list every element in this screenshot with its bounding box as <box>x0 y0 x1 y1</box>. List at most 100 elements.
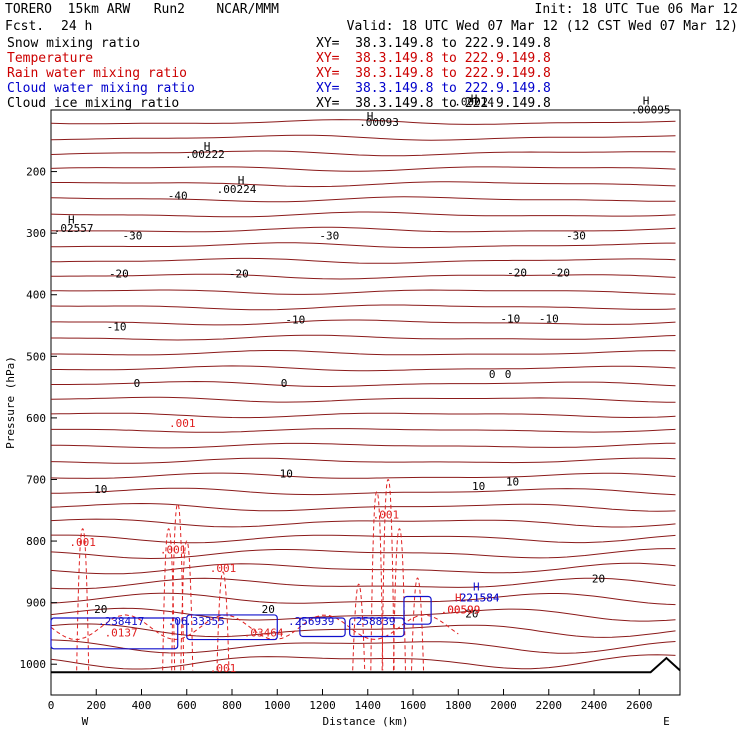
temperature-label: 20 <box>262 603 275 616</box>
temperature-label: -10 <box>539 312 559 325</box>
isotherm <box>50 442 676 449</box>
y-axis-label: Pressure (hPa) <box>4 356 17 449</box>
field-name-cloudice: Cloud ice mixing ratio <box>7 96 180 111</box>
maximum-value-label: .00222 <box>185 148 225 161</box>
x-tick-label: 400 <box>132 699 152 712</box>
isotherm <box>50 654 676 670</box>
temperature-label: 0 <box>281 377 288 390</box>
plot-frame <box>50 109 681 696</box>
temperature-label: 10 <box>94 483 107 496</box>
isotherm <box>50 412 676 419</box>
isotherm <box>51 273 676 280</box>
isotherm <box>50 226 676 233</box>
y-tick-label: 500 <box>26 350 46 363</box>
cloud-water-contour <box>403 595 432 625</box>
isotherm <box>50 562 676 575</box>
isotherm <box>50 457 676 464</box>
isotherm <box>50 396 676 403</box>
rain-contour <box>76 528 90 671</box>
temperature-label: 20 <box>592 572 605 585</box>
isotherm <box>50 502 676 512</box>
cloud-water-contours <box>50 595 432 650</box>
cloud-water-label: .256939 <box>288 615 334 628</box>
axes: 0 200 400 600 800 1000 1200 1400 1600 1800 2000 220… <box>4 166 670 728</box>
temperature-label: -20 <box>507 266 527 279</box>
rain-contour <box>411 577 425 671</box>
field-xy-rain: XY= 38.3.149.8 to 222.9.149.8 <box>316 66 551 81</box>
rain-label: .0137 <box>105 627 138 640</box>
isotherm <box>50 196 676 203</box>
maximum-value-label: .00093 <box>359 116 399 129</box>
isotherm <box>51 289 676 295</box>
x-axis-label: Distance (km) <box>322 715 408 728</box>
isotherm <box>50 548 676 560</box>
rain-contour <box>370 491 384 671</box>
isotherm <box>50 150 676 157</box>
rain-label: .00599 <box>441 604 481 617</box>
maximum-marker: H <box>643 94 650 107</box>
field-xy-cloudice: XY= 38.3.149.8 to 222.9.149.8 <box>316 96 551 111</box>
rain-water-contours <box>50 478 459 671</box>
rain-label: .001 <box>210 662 237 675</box>
x-tick-label: 800 <box>222 699 242 712</box>
chart-title: TORERO 15km ARW Run2 NCAR/MMM <box>5 2 279 17</box>
x-tick-label: 1400 <box>355 699 382 712</box>
cloud-water-contour <box>349 617 405 638</box>
field-name-temperature: Temperature <box>7 51 94 66</box>
maximum-value-label: .221584 <box>453 591 500 604</box>
isotherm <box>50 119 676 125</box>
maximum-value-label: .00599 <box>441 604 481 617</box>
rain-contour <box>180 540 194 671</box>
isotherm <box>50 518 676 528</box>
temperature-label: 10 <box>280 468 293 481</box>
x-tick-label: 0 <box>48 699 55 712</box>
init-time: Init: 18 UTC Tue 06 Mar 12 <box>534 2 739 17</box>
isotherm <box>51 181 676 188</box>
y-tick-label: 600 <box>26 412 46 425</box>
temperature-label: -10 <box>285 314 305 327</box>
rain-label: .001 <box>169 417 196 430</box>
temperature-label: -30 <box>319 229 339 242</box>
temperature-label: 10 <box>506 476 519 489</box>
isotherm <box>50 487 676 496</box>
field-xy-snow: XY= 38.3.149.8 to 222.9.149.8 <box>316 36 551 51</box>
temperature-label: -30 <box>566 229 586 242</box>
isotherm <box>50 607 676 622</box>
cloud-water-contour <box>299 617 346 638</box>
isotherm <box>50 134 676 141</box>
ground-line <box>51 656 681 674</box>
temperature-label: 20 <box>94 603 107 616</box>
rain-contour <box>171 503 185 671</box>
isotherm <box>50 166 676 172</box>
x-tick-label: 2000 <box>490 699 517 712</box>
field-xy-cloudwater: XY= 38.3.149.8 to 222.9.149.8 <box>316 81 551 96</box>
forecast-hour: 24 h <box>61 19 93 34</box>
maximum-marker: H <box>471 93 478 106</box>
maximum-marker: H <box>367 110 374 123</box>
x-tick-label: 200 <box>86 699 106 712</box>
forecast-label: Fcst. <box>5 19 45 34</box>
rain-label: .001 <box>210 562 237 575</box>
maximum-value-label: .00224 <box>217 183 257 196</box>
maximum-marker: H <box>204 140 211 153</box>
isotherm <box>50 472 676 479</box>
rain-contour-base <box>50 614 459 641</box>
cloud-water-label: .06 <box>168 615 188 628</box>
contour-labels: -40-30 -30 -30-20 -20 -20 -20-10-10 -10 -100 00 0… <box>54 93 671 676</box>
y-tick-label: 300 <box>26 227 46 240</box>
temperature-label: 10 <box>472 480 485 493</box>
east-label: E <box>663 715 670 728</box>
cloud-water-label: .221584 <box>453 591 500 604</box>
maximum-value-label: .00014 <box>454 96 494 109</box>
isotherm <box>51 534 676 544</box>
x-tick-label: 2600 <box>626 699 653 712</box>
x-tick-label: 1800 <box>445 699 472 712</box>
cloud-water-contour <box>186 614 278 641</box>
isotherm <box>50 577 676 590</box>
temperature-label: 0 <box>134 377 141 390</box>
x-tick-label: 600 <box>177 699 197 712</box>
temperature-label: -20 <box>550 266 570 279</box>
y-tick-label: 200 <box>26 166 46 179</box>
temperature-label: -20 <box>229 267 249 280</box>
maximum-marker: H <box>455 591 462 604</box>
